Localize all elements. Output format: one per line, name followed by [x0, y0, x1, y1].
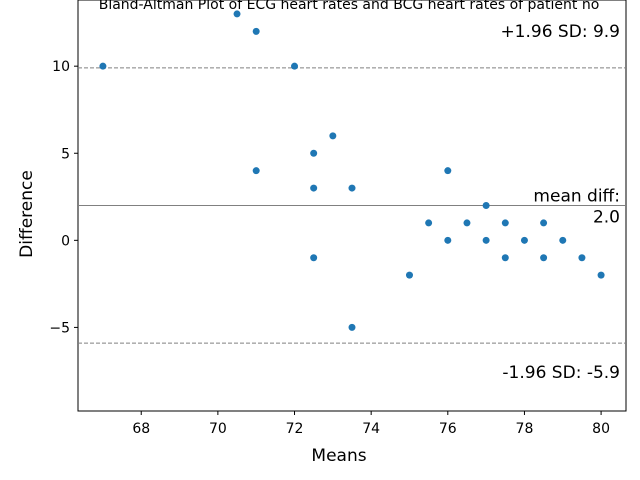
data-point	[310, 149, 318, 157]
data-point	[540, 254, 548, 262]
data-points	[99, 10, 605, 331]
x-axis-label: Means	[311, 446, 366, 466]
data-point	[99, 62, 107, 70]
x-tick-label: 74	[362, 421, 380, 437]
data-point	[578, 254, 586, 262]
x-tick-label: 68	[132, 421, 150, 437]
data-point	[463, 219, 471, 227]
y-tick-label: 0	[61, 233, 70, 249]
lower-limit-label: -1.96 SD: -5.9	[502, 363, 620, 383]
x-tick-label: 78	[516, 421, 534, 437]
data-point	[501, 254, 509, 262]
data-point	[444, 167, 452, 175]
data-point	[291, 62, 299, 70]
x-axis-ticks: 68 70 72 74 76 78 80	[132, 411, 610, 437]
data-point	[310, 254, 318, 262]
data-point	[252, 167, 260, 175]
data-point	[501, 219, 509, 227]
reference-lines	[78, 67, 626, 344]
data-point	[482, 202, 490, 209]
data-point	[310, 184, 318, 192]
y-axis-label: Difference	[17, 170, 37, 258]
data-point	[520, 236, 528, 244]
x-tick-label: 76	[439, 421, 457, 437]
y-tick-label: −5	[49, 320, 70, 336]
chart-title: Bland-Altman Plot of ECG heart rates and…	[99, 0, 600, 13]
data-point	[425, 219, 433, 227]
data-point	[348, 184, 356, 192]
data-point	[405, 271, 413, 279]
mean-diff-label: mean diff:	[533, 187, 620, 207]
data-point	[348, 323, 356, 331]
x-tick-label: 80	[592, 421, 610, 437]
data-point	[329, 132, 337, 140]
data-point	[233, 10, 241, 18]
data-point	[252, 27, 260, 35]
x-tick-label: 70	[209, 421, 227, 437]
data-point	[482, 236, 490, 244]
y-tick-label: 10	[52, 59, 70, 75]
data-point	[540, 219, 548, 227]
y-axis-ticks: −5 0 5 10	[49, 59, 78, 336]
mean-diff-value: 2.0	[593, 208, 620, 228]
data-point	[597, 271, 605, 279]
data-point	[444, 236, 452, 244]
y-tick-label: 5	[61, 146, 70, 162]
x-tick-label: 72	[286, 421, 304, 437]
data-point	[559, 236, 567, 244]
upper-limit-label: +1.96 SD: 9.9	[500, 22, 620, 42]
